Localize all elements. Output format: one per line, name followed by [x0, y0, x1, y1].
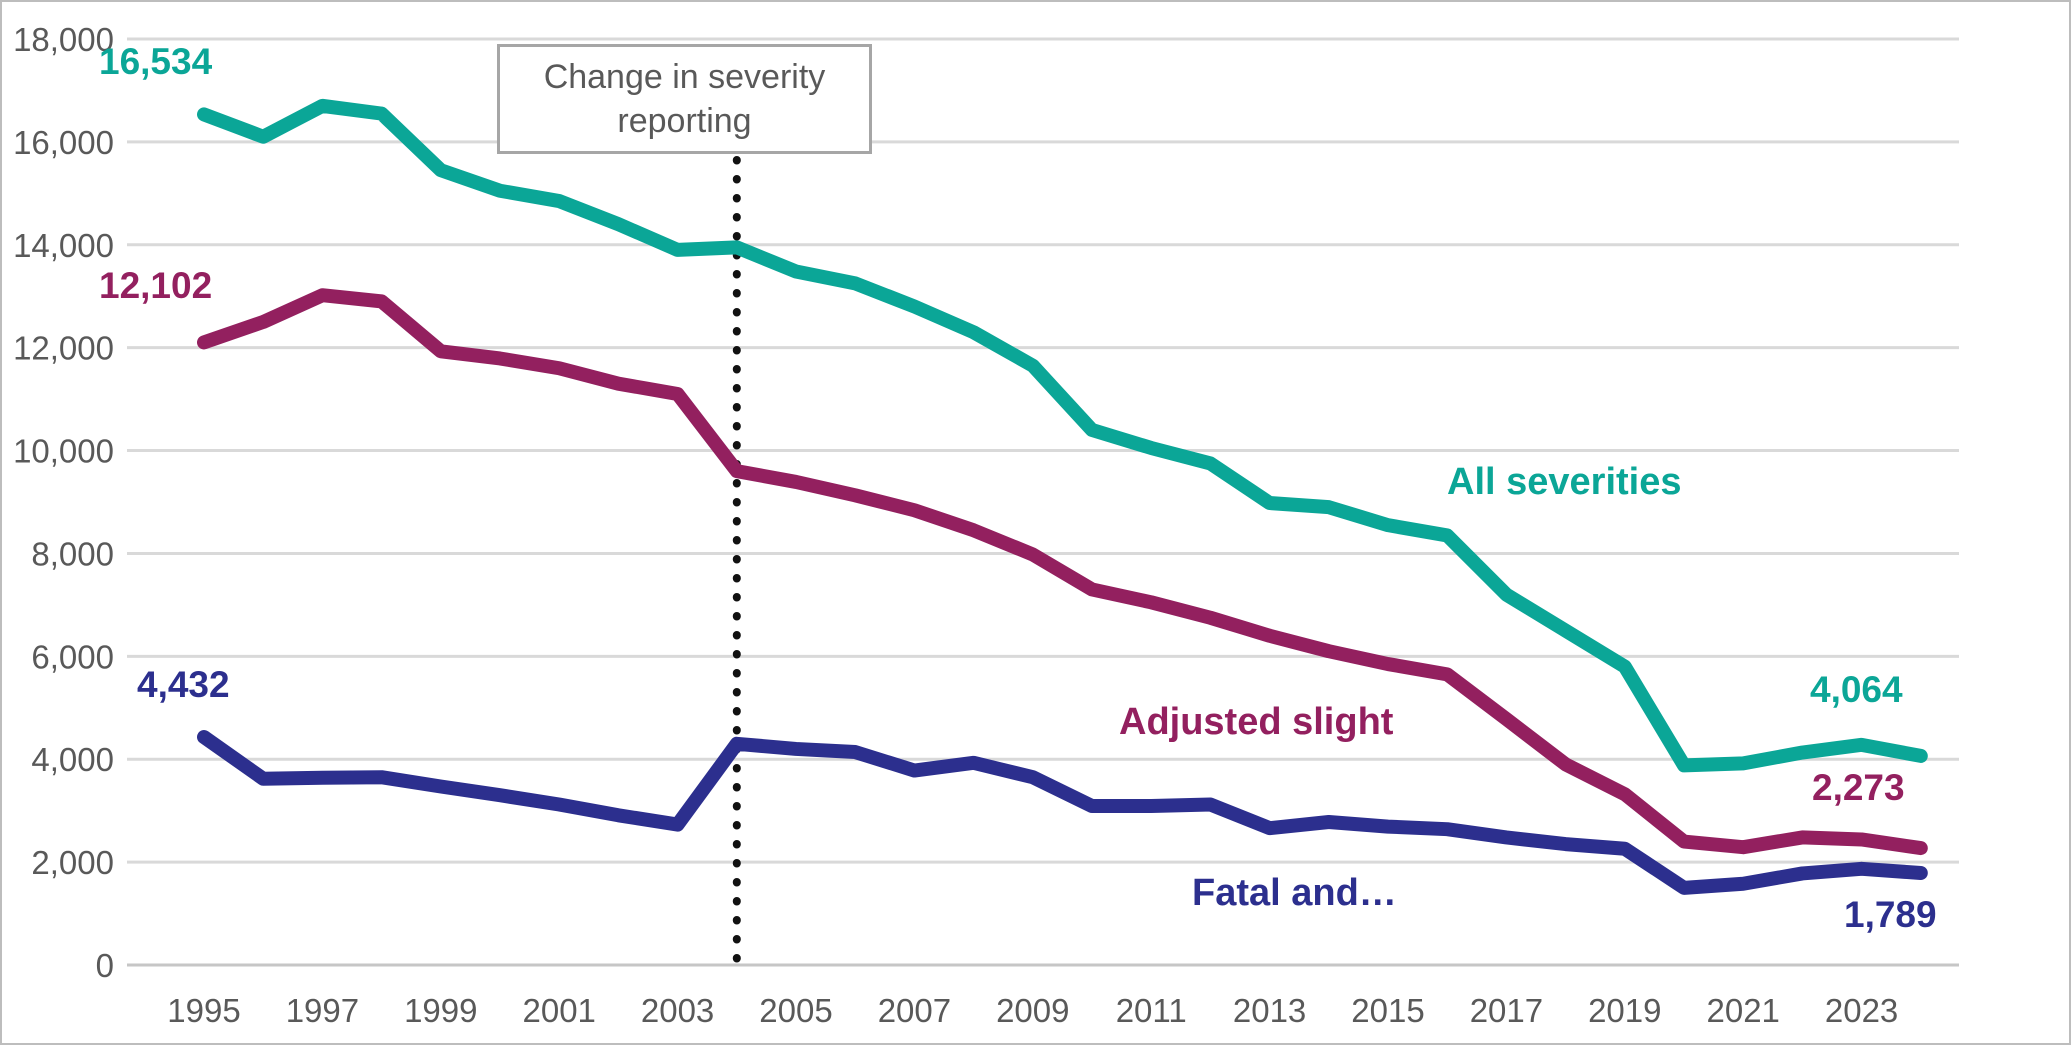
end-value-label-adjusted-slight: 2,273 [1812, 767, 1905, 808]
x-axis-tick-label: 2009 [996, 992, 1069, 1029]
x-axis-tick-label: 2023 [1825, 992, 1898, 1029]
x-axis-tick-label: 2007 [878, 992, 951, 1029]
start-value-label-all-severities: 16,534 [99, 41, 213, 82]
x-axis-tick-label: 1997 [286, 992, 359, 1029]
series-label-all-severities: All severities [1447, 461, 1681, 503]
x-axis-tick-label: 2013 [1233, 992, 1306, 1029]
x-axis-tick-label: 2015 [1351, 992, 1424, 1029]
series-line-all-severities [197, 98, 1928, 773]
annotation-change-in-severity-reporting: Change in severity reporting [497, 44, 872, 154]
x-axis-tick-label: 2001 [522, 992, 595, 1029]
start-value-label-fatal-and-serious: 4,432 [137, 664, 230, 705]
start-value-label-adjusted-slight: 12,102 [99, 265, 212, 306]
y-axis-tick-label: 6,000 [31, 638, 114, 675]
series-label-fatal-and-serious: Fatal and… [1192, 872, 1397, 914]
end-value-label-fatal-and-serious: 1,789 [1844, 894, 1937, 935]
y-axis-tick-label: 10,000 [13, 433, 114, 470]
series-line-adjusted-slight [197, 288, 1928, 856]
x-axis-tick-label: 2005 [759, 992, 832, 1029]
end-value-label-all-severities: 4,064 [1810, 669, 1903, 710]
x-axis-tick-label: 1999 [404, 992, 477, 1029]
x-axis-tick-label: 2003 [641, 992, 714, 1029]
series-line-fatal-and [197, 729, 1928, 895]
x-axis-tick-label: 2019 [1588, 992, 1661, 1029]
y-axis-tick-label: 12,000 [13, 330, 114, 367]
y-axis-tick-label: 0 [96, 947, 114, 984]
y-axis-tick-label: 8,000 [31, 535, 114, 572]
x-axis-tick-label: 2021 [1706, 992, 1779, 1029]
y-axis-tick-label: 2,000 [31, 844, 114, 881]
series-label-adjusted-slight: Adjusted slight [1119, 701, 1394, 743]
y-axis-tick-label: 18,000 [13, 21, 114, 58]
y-axis-tick-label: 14,000 [13, 227, 114, 264]
x-axis-tick-label: 2017 [1470, 992, 1543, 1029]
x-axis-tick-label: 1995 [167, 992, 240, 1029]
y-axis-tick-label: 4,000 [31, 741, 114, 778]
y-axis-tick-label: 16,000 [13, 124, 114, 161]
x-axis-tick-label: 2011 [1116, 992, 1187, 1029]
